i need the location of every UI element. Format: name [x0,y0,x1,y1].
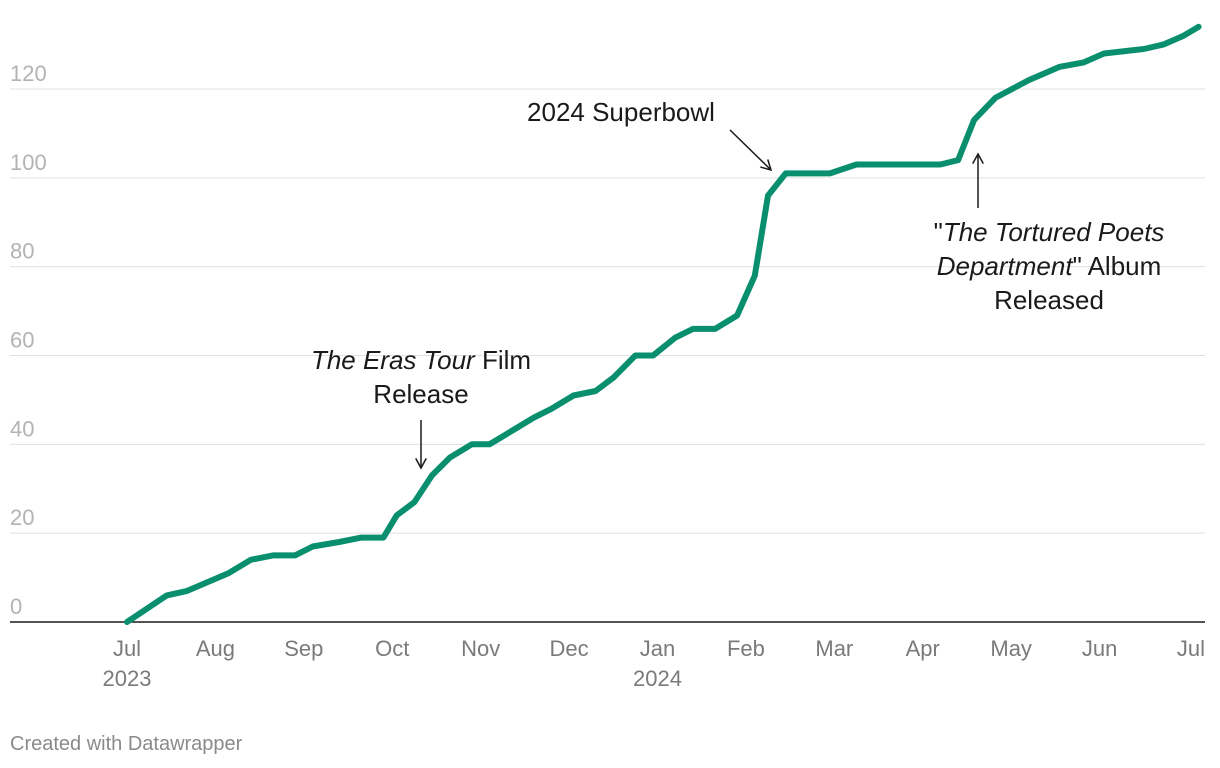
y-tick-label: 60 [10,328,34,353]
x-tick-label: Jun [1082,636,1117,661]
x-tick-label: Oct [375,636,409,661]
y-tick-label: 100 [10,150,47,175]
annotation-text-line: "The Tortured Poets [934,217,1165,247]
gridlines [10,88,1205,534]
annotation-superbowl: 2024 Superbowl [527,97,773,172]
series-line [124,23,1202,625]
x-tick-label: Jul [1177,636,1205,661]
annotation-arrowhead [415,457,427,470]
y-tick-label: 40 [10,416,34,441]
annotation-text-line: The Eras Tour Film [311,345,531,375]
x-tick-sublabel: 2024 [633,666,682,691]
annotation-text-line: Release [373,379,468,409]
annotations: The Eras Tour Film Release 2024 Superbowl "… [311,97,1165,470]
annotation-arrowhead [972,152,984,165]
y-tick-label: 120 [10,61,47,86]
annotation-arrow [729,129,772,171]
x-tick-label: Sep [284,636,323,661]
x-tick-label: Jan [640,636,675,661]
annotation-text-line: 2024 Superbowl [527,97,715,127]
y-axis-ticks: 0 20 40 60 80 100 120 [10,61,47,619]
x-tick-label: Aug [196,636,235,661]
y-tick-label: 80 [10,239,34,264]
y-tick-label: 0 [10,594,22,619]
x-tick-label: Mar [815,636,853,661]
x-tick-label: May [990,636,1032,661]
y-tick-label: 20 [10,505,34,530]
x-tick-label: Feb [727,636,765,661]
annotation-arrowhead [760,159,773,172]
x-tick-sublabel: 2023 [103,666,152,691]
footer-credit: Created with Datawrapper [10,733,243,755]
annotation-text-line: Department" Album [937,251,1162,281]
x-tick-label: Jul [113,636,141,661]
annotation-text-line: Released [994,285,1104,315]
x-axis-ticks: Jul 2023 Aug Sep Oct Nov Dec Jan 2024 Feb Mar Apr Ma… [103,636,1205,691]
x-tick-label: Nov [461,636,500,661]
annotation-eras: The Eras Tour Film Release [311,345,531,470]
x-tick-label: Apr [906,636,940,661]
annotation-ttpd: "The Tortured Poets Department" Album Rele… [934,152,1165,315]
x-tick-label: Dec [550,636,589,661]
